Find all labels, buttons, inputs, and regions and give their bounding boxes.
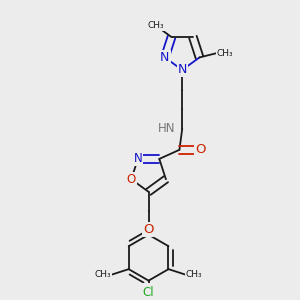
Text: HN: HN	[158, 122, 175, 135]
Text: CH₃: CH₃	[186, 270, 202, 279]
Text: O: O	[127, 173, 136, 186]
Text: N: N	[134, 152, 142, 165]
Text: N: N	[160, 51, 170, 64]
Text: N: N	[178, 64, 187, 76]
Text: O: O	[143, 223, 154, 236]
Text: CH₃: CH₃	[216, 49, 233, 58]
Text: CH₃: CH₃	[95, 270, 111, 279]
Text: Cl: Cl	[143, 286, 154, 299]
Text: O: O	[195, 143, 206, 156]
Text: CH₃: CH₃	[148, 21, 164, 30]
